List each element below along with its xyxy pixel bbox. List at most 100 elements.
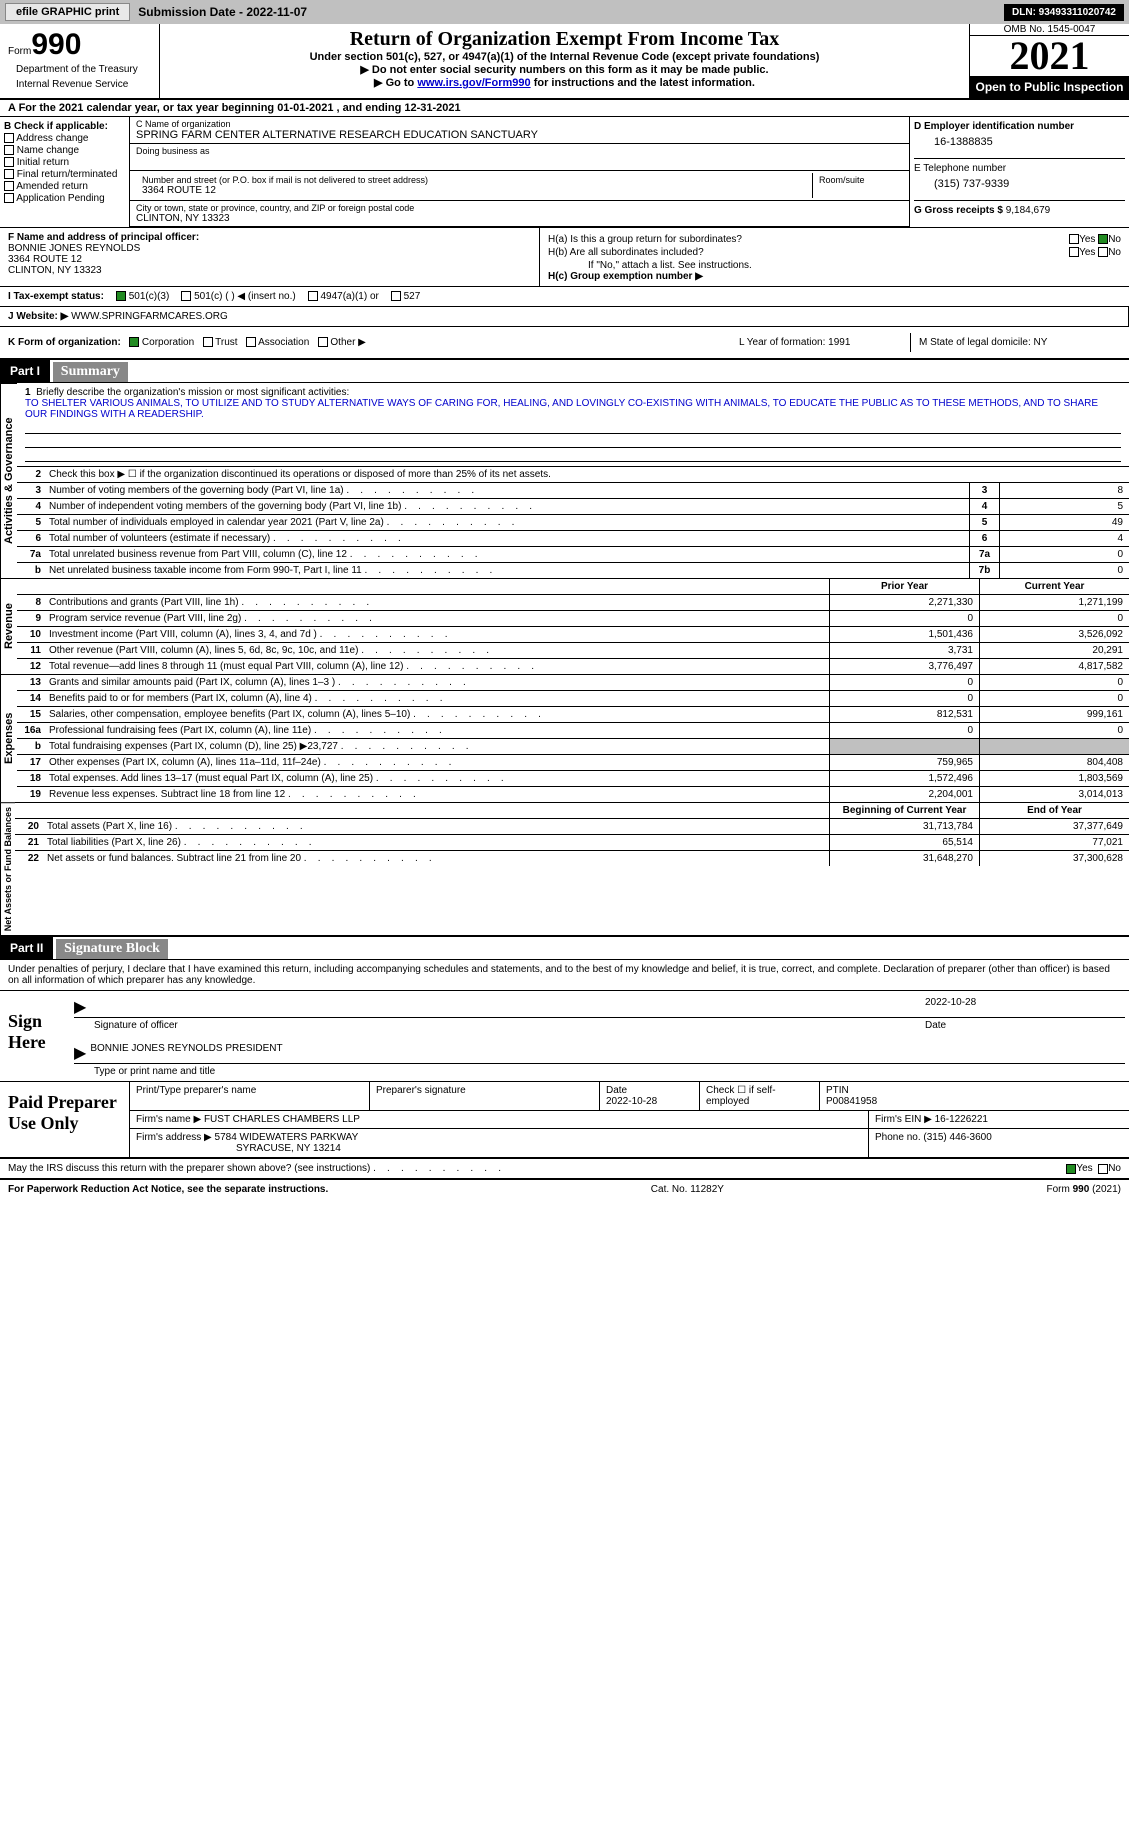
cat-number: Cat. No. 11282Y — [651, 1184, 724, 1195]
4947-checkbox[interactable] — [308, 291, 318, 301]
line-value: 8 — [999, 483, 1129, 498]
form-subtitle-1: Under section 501(c), 527, or 4947(a)(1)… — [164, 51, 965, 63]
b-checkbox[interactable] — [4, 145, 14, 155]
b-checkbox[interactable] — [4, 181, 14, 191]
ha-no-checkbox[interactable] — [1098, 234, 1108, 244]
dept-treasury: Department of the Treasury — [8, 62, 151, 77]
prior-value: 1,572,496 — [829, 771, 979, 786]
ptin: P00841958 — [826, 1096, 877, 1107]
501c-checkbox[interactable] — [181, 291, 191, 301]
discuss-no-checkbox[interactable] — [1098, 1164, 1108, 1174]
form-subtitle-2: ▶ Do not enter social security numbers o… — [164, 63, 965, 76]
assoc-checkbox[interactable] — [246, 337, 256, 347]
officer-name: BONNIE JONES REYNOLDS — [8, 243, 531, 254]
form-footer: Form 990 (2021) — [1047, 1184, 1121, 1195]
addr-label: Number and street (or P.O. box if mail i… — [142, 175, 806, 185]
hdr-beginning-year: Beginning of Current Year — [829, 803, 979, 818]
paperwork-notice: For Paperwork Reduction Act Notice, see … — [8, 1184, 328, 1195]
vert-revenue: Revenue — [0, 578, 17, 674]
open-to-public: Open to Public Inspection — [970, 76, 1129, 98]
prior-value: 3,731 — [829, 643, 979, 658]
form-subtitle-3: ▶ Go to www.irs.gov/Form990 for instruct… — [164, 76, 965, 89]
ha-yes-checkbox[interactable] — [1069, 234, 1079, 244]
row-j-website: J Website: ▶ WWW.SPRINGFARMCARES.ORG — [0, 307, 1129, 326]
current-value: 1,271,199 — [979, 595, 1129, 610]
501c3-checkbox[interactable] — [116, 291, 126, 301]
b-label: B Check if applicable: — [4, 121, 125, 132]
sig-name-label: Type or print name and title — [74, 1066, 1125, 1077]
current-value: 3,014,013 — [979, 787, 1129, 802]
paid-preparer-label: Paid Preparer Use Only — [0, 1082, 130, 1157]
b-checkbox[interactable] — [4, 157, 14, 167]
line-text: Total expenses. Add lines 13–17 (must eq… — [45, 771, 829, 786]
line-text: Number of voting members of the governin… — [45, 483, 969, 498]
b-checkbox[interactable] — [4, 169, 14, 179]
line-text: Net assets or fund balances. Subtract li… — [43, 851, 829, 866]
trust-checkbox[interactable] — [203, 337, 213, 347]
officer-addr1: 3364 ROUTE 12 — [8, 254, 531, 265]
line-text: Program service revenue (Part VIII, line… — [45, 611, 829, 626]
prior-value: 1,501,436 — [829, 627, 979, 642]
form-label: Form — [8, 46, 31, 57]
row-a-calendar-year: A For the 2021 calendar year, or tax yea… — [0, 100, 1129, 117]
q1-label: Briefly describe the organization's miss… — [36, 387, 349, 398]
discuss-yes-checkbox[interactable] — [1066, 1164, 1076, 1174]
top-bar: efile GRAPHIC print Submission Date - 20… — [0, 0, 1129, 24]
vert-activities: Activities & Governance — [0, 383, 17, 578]
print-preparer-label: Print/Type preparer's name — [130, 1082, 370, 1110]
line-text: Number of independent voting members of … — [45, 499, 969, 514]
check-self-employed: Check ☐ if self-employed — [700, 1082, 820, 1110]
prior-value: 0 — [829, 723, 979, 738]
prior-value: 2,271,330 — [829, 595, 979, 610]
b-checkbox[interactable] — [4, 193, 14, 203]
f-officer-label: F Name and address of principal officer: — [8, 232, 531, 243]
firm-addr1: 5784 WIDEWATERS PARKWAY — [215, 1132, 359, 1143]
year-formation: L Year of formation: 1991 — [731, 333, 911, 352]
prior-value: 0 — [829, 611, 979, 626]
date-label: Date — [925, 1020, 1125, 1031]
line-text: Total fundraising expenses (Part IX, col… — [45, 739, 829, 754]
527-checkbox[interactable] — [391, 291, 401, 301]
phone-label: Phone no. — [875, 1132, 921, 1143]
irs-label: Internal Revenue Service — [8, 77, 151, 92]
part-2-header: Part II — [0, 937, 53, 959]
prior-value — [829, 739, 979, 754]
form-title: Return of Organization Exempt From Incom… — [164, 28, 965, 51]
firm-ein: 16-1226221 — [935, 1114, 988, 1125]
efile-button[interactable]: efile GRAPHIC print — [5, 3, 130, 21]
hb-no-checkbox[interactable] — [1098, 247, 1108, 257]
section-b-header: B Check if applicable: Address change Na… — [0, 117, 1129, 228]
prior-value: 65,514 — [829, 835, 979, 850]
tax-year: 2021 — [970, 36, 1129, 76]
current-value: 37,377,649 — [979, 819, 1129, 834]
preparer-signature-label: Preparer's signature — [370, 1082, 600, 1110]
line-text: Grants and similar amounts paid (Part IX… — [45, 675, 829, 690]
sig-date: 2022-10-28 — [925, 997, 1125, 1017]
row-k-form-org: K Form of organization: Corporation Trus… — [0, 327, 1129, 360]
corp-checkbox[interactable] — [129, 337, 139, 347]
street-address: 3364 ROUTE 12 — [142, 185, 806, 196]
b-checkbox[interactable] — [4, 133, 14, 143]
preparer-date: Date 2022-10-28 — [600, 1082, 700, 1110]
line-text: Total unrelated business revenue from Pa… — [45, 547, 969, 562]
line-value: 5 — [999, 499, 1129, 514]
irs-link[interactable]: www.irs.gov/Form990 — [417, 77, 530, 89]
state-domicile: M State of legal domicile: NY — [911, 333, 1121, 352]
prior-value: 812,531 — [829, 707, 979, 722]
hb-label: H(b) Are all subordinates included? — [548, 247, 704, 258]
submission-date: Submission Date - 2022-11-07 — [138, 5, 307, 19]
prior-value: 3,776,497 — [829, 659, 979, 674]
current-value: 0 — [979, 675, 1129, 690]
hdr-prior-year: Prior Year — [829, 579, 979, 594]
q2-label: Check this box ▶ ☐ if the organization d… — [45, 467, 1129, 482]
part-2-title: Signature Block — [56, 939, 168, 959]
firm-addr2: SYRACUSE, NY 13214 — [136, 1143, 341, 1154]
line-text: Salaries, other compensation, employee b… — [45, 707, 829, 722]
line-text: Revenue less expenses. Subtract line 18 … — [45, 787, 829, 802]
hb-yes-checkbox[interactable] — [1069, 247, 1079, 257]
other-checkbox[interactable] — [318, 337, 328, 347]
city-state-zip: CLINTON, NY 13323 — [136, 213, 903, 224]
hb-note: If "No," attach a list. See instructions… — [548, 260, 1121, 271]
current-value: 77,021 — [979, 835, 1129, 850]
current-value: 0 — [979, 691, 1129, 706]
